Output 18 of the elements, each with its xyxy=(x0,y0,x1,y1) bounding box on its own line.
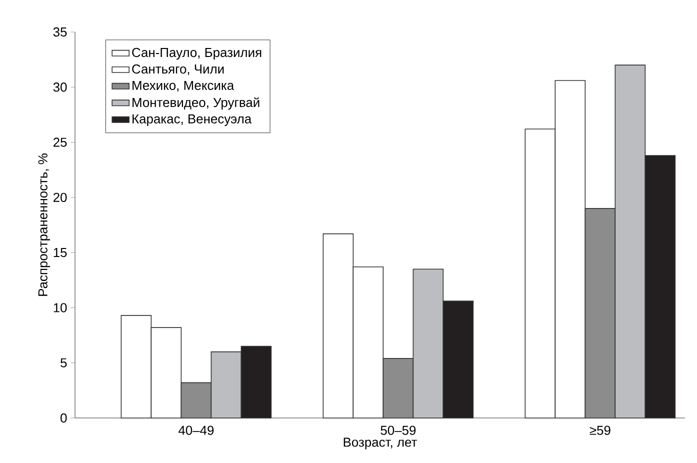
legend-label: Мехико, Мексика xyxy=(132,80,234,92)
legend-label: Каракас, Венесуэла xyxy=(132,114,252,126)
x-axis-title: Возраст, лет xyxy=(344,438,418,450)
y-tick-label: 15 xyxy=(54,248,67,258)
y-tick-label: 25 xyxy=(53,138,67,147)
y-tick-label: 30 xyxy=(53,82,67,92)
legend-label: Монтевидео, Уругвай xyxy=(132,97,260,110)
legend-label: Сантьяго, Чили xyxy=(132,64,224,76)
x-tick-label: ≥59 xyxy=(590,426,610,435)
y-tick-label: 5 xyxy=(60,358,67,368)
y-tick-label: 0 xyxy=(60,413,67,423)
y-tick-label: 10 xyxy=(54,303,67,312)
x-tick-label: 50–59 xyxy=(380,426,416,435)
y-axis-title: Распространенность, % xyxy=(38,154,50,296)
y-tick-label: 20 xyxy=(53,192,67,202)
y-tick-label: 35 xyxy=(53,27,67,37)
legend-label: Сан-Пауло, Бразилия xyxy=(132,48,262,60)
x-tick-label: 40–49 xyxy=(178,426,214,435)
